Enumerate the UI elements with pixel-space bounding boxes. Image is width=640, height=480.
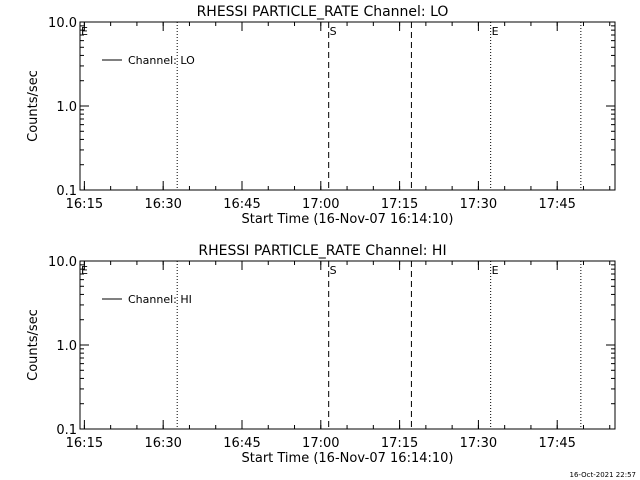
event-marker-label: E xyxy=(81,264,88,277)
chart-panel-2: RHESSI PARTICLE_RATE Channel: HI E S E 0.1 1.… xyxy=(26,243,616,466)
y-tick-label: 10.0 xyxy=(48,16,77,31)
y-tick-label: 0.1 xyxy=(56,423,77,438)
x-tick-label: 17:15 xyxy=(381,197,418,212)
x-tick-label: 16:30 xyxy=(144,436,181,451)
event-marker-label: E xyxy=(492,264,499,277)
x-axis-label: Start Time (16-Nov-07 16:14:10) xyxy=(242,451,454,466)
x-tick-label: 16:15 xyxy=(66,436,103,451)
y-tick-label: 1.0 xyxy=(56,100,77,115)
plot-timestamp: 16-Oct-2021 22:57 xyxy=(569,471,636,479)
legend-entry: Channel: LO xyxy=(128,54,195,67)
x-tick-label: 16:30 xyxy=(144,197,181,212)
event-marker-label: S xyxy=(330,25,337,38)
chart-panel-1: RHESSI PARTICLE_RATE Channel: LO E S E 0.1 1.… xyxy=(26,4,616,227)
event-marker-label: E xyxy=(81,25,88,38)
y-tick-label: 1.0 xyxy=(56,339,77,354)
x-tick-label: 17:30 xyxy=(460,436,497,451)
event-marker-label: S xyxy=(330,264,337,277)
legend-entry: Channel: HI xyxy=(128,293,192,306)
chart-title: RHESSI PARTICLE_RATE Channel: LO xyxy=(197,4,449,20)
x-tick-label: 17:00 xyxy=(302,197,339,212)
plot-frame xyxy=(79,260,616,430)
chart-title: RHESSI PARTICLE_RATE Channel: HI xyxy=(198,243,446,259)
x-tick-label: 16:15 xyxy=(66,197,103,212)
y-axis-label: Counts/sec xyxy=(26,309,41,381)
x-tick-label: 17:45 xyxy=(538,436,575,451)
x-tick-label: 16:45 xyxy=(223,197,260,212)
x-tick-label: 17:30 xyxy=(460,197,497,212)
event-marker-label: E xyxy=(492,25,499,38)
y-tick-label: 10.0 xyxy=(48,255,77,270)
y-axis-label: Counts/sec xyxy=(26,70,41,142)
plot-frame xyxy=(79,21,616,191)
x-tick-label: 17:00 xyxy=(302,436,339,451)
x-tick-label: 16:45 xyxy=(223,436,260,451)
x-axis-label: Start Time (16-Nov-07 16:14:10) xyxy=(242,212,454,227)
y-tick-label: 0.1 xyxy=(56,184,77,199)
x-tick-label: 17:15 xyxy=(381,436,418,451)
x-tick-label: 17:45 xyxy=(538,197,575,212)
